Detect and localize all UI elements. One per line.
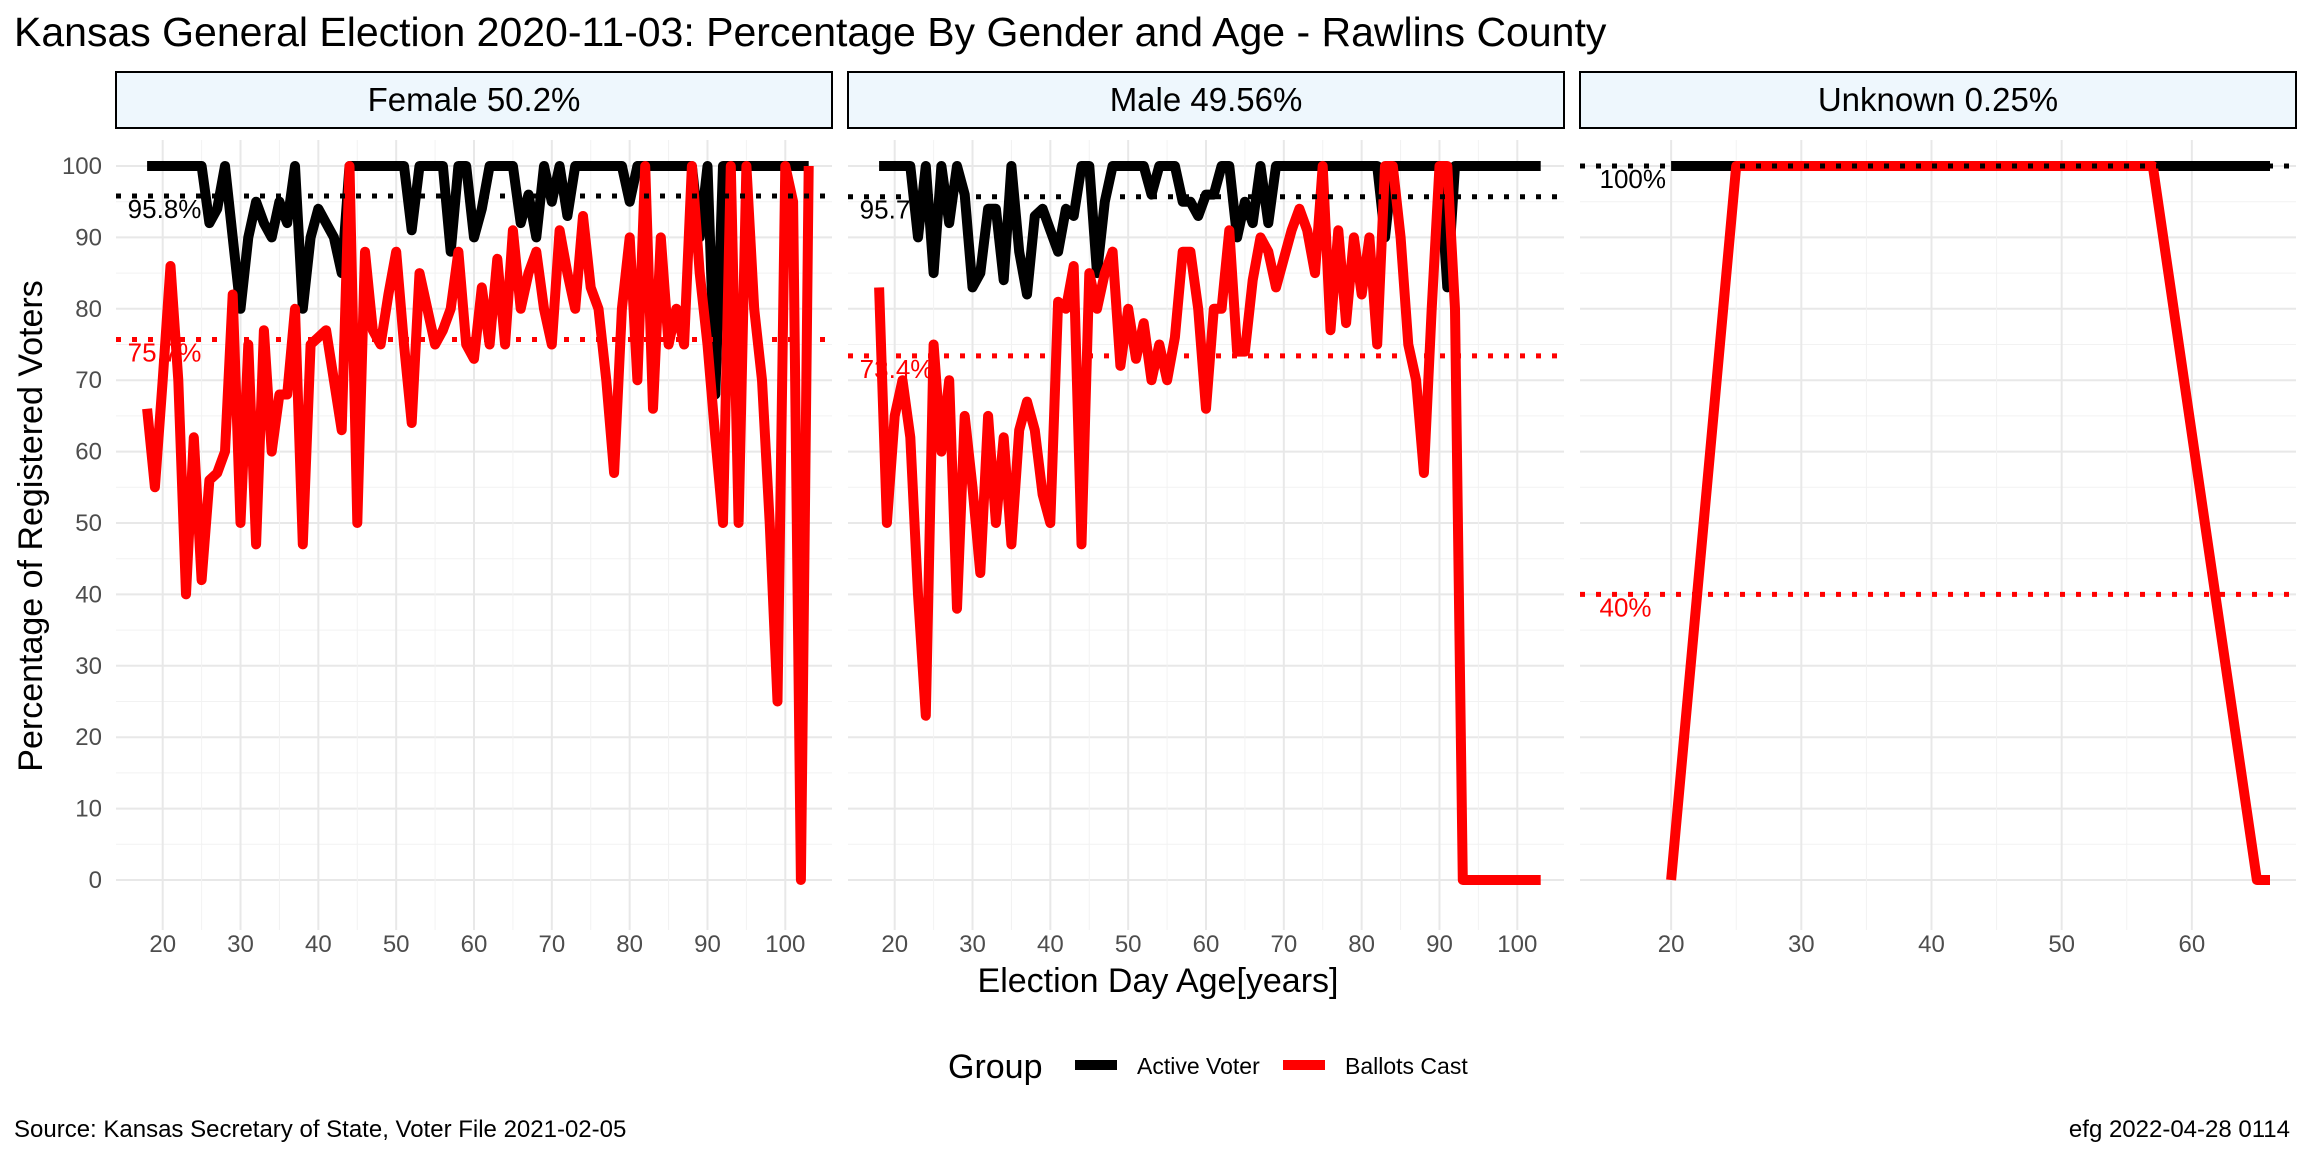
x-tick-label: 100 xyxy=(765,931,805,958)
x-tick-label: 50 xyxy=(2048,931,2075,958)
y-tick-label: 30 xyxy=(75,653,102,680)
y-tick-label: 50 xyxy=(75,510,102,537)
series-line-active-voter xyxy=(879,161,1541,300)
y-tick-label: 40 xyxy=(75,581,102,608)
panels: Female 50.2% 20 30 40 50 60 70 80 90 100 0 10 20 30 40… xyxy=(62,71,2297,958)
x-tick-label: 20 xyxy=(1658,931,1685,958)
panel-strip xyxy=(1579,71,2297,129)
reference-label-ballots: 75.7% xyxy=(128,338,202,368)
x-tick-label: 60 xyxy=(1193,931,1220,958)
y-tick-label: 0 xyxy=(89,867,102,894)
x-tick-label: 70 xyxy=(538,931,565,958)
x-tick-label: 50 xyxy=(383,931,410,958)
series-line-ballots-cast xyxy=(142,161,814,885)
x-tick-label: 50 xyxy=(1115,931,1142,958)
y-axis-label: Percentage of Registered Voters xyxy=(12,280,50,771)
panel-strip-label: Unknown 0.25% xyxy=(1818,81,2058,118)
y-tick-label: 70 xyxy=(75,367,102,394)
y-tick-label: 10 xyxy=(75,796,102,823)
chart-title: Kansas General Election 2020-11-03: Perc… xyxy=(14,9,1607,55)
legend-label-active-voter: Active Voter xyxy=(1137,1053,1260,1079)
x-tick-label: 30 xyxy=(959,931,986,958)
x-tick-label: 40 xyxy=(1037,931,1064,958)
panel-unknown: Unknown 0.25% 20 30 40 50 60 100% 40% xyxy=(1579,71,2297,958)
legend: Group Active Voter Ballots Cast xyxy=(948,1048,1468,1086)
panel-strip xyxy=(847,71,1565,129)
x-tick-label: 20 xyxy=(149,931,176,958)
series-line-ballots-cast xyxy=(874,161,1541,885)
reference-label-active: 100% xyxy=(1600,164,1667,194)
x-tick-label: 70 xyxy=(1270,931,1297,958)
panel-strip xyxy=(115,71,833,129)
series-line-ballots-cast xyxy=(1666,161,2270,885)
y-tick-label: 100 xyxy=(62,153,102,180)
reference-label-ballots: 73.4% xyxy=(860,354,934,384)
x-tick-label: 80 xyxy=(1348,931,1375,958)
reference-label-active: 95.8% xyxy=(128,194,202,224)
panel-male: Male 49.56% 20 30 40 50 60 70 80 90 100 95.7% 73.4% xyxy=(847,71,1565,958)
x-tick-label: 40 xyxy=(1918,931,1945,958)
x-tick-label: 20 xyxy=(881,931,908,958)
panel-strip-label: Male 49.56% xyxy=(1110,81,1303,118)
y-tick-label: 20 xyxy=(75,724,102,751)
legend-title: Group xyxy=(948,1048,1043,1086)
source-caption: Source: Kansas Secretary of State, Voter… xyxy=(14,1116,626,1143)
x-tick-label: 60 xyxy=(2179,931,2206,958)
x-tick-label: 40 xyxy=(305,931,332,958)
x-tick-label: 30 xyxy=(1788,931,1815,958)
y-tick-label: 60 xyxy=(75,439,102,466)
reference-label-ballots: 40% xyxy=(1600,592,1652,622)
x-axis-label: Election Day Age[years] xyxy=(978,962,1339,1000)
panel-strip-label: Female 50.2% xyxy=(368,81,581,118)
x-tick-label: 80 xyxy=(616,931,643,958)
x-tick-label: 100 xyxy=(1497,931,1537,958)
x-tick-label: 90 xyxy=(694,931,721,958)
reference-label-active: 95.7% xyxy=(860,195,934,225)
y-tick-label: 80 xyxy=(75,296,102,323)
x-tick-label: 90 xyxy=(1426,931,1453,958)
legend-label-ballots-cast: Ballots Cast xyxy=(1345,1053,1468,1079)
credit-caption: efg 2022-04-28 0114 xyxy=(2069,1116,2290,1143)
x-tick-label: 30 xyxy=(227,931,254,958)
panel-female: Female 50.2% 20 30 40 50 60 70 80 90 100 0 10 20 30 40… xyxy=(62,71,833,958)
y-tick-label: 90 xyxy=(75,224,102,251)
x-tick-label: 60 xyxy=(461,931,488,958)
